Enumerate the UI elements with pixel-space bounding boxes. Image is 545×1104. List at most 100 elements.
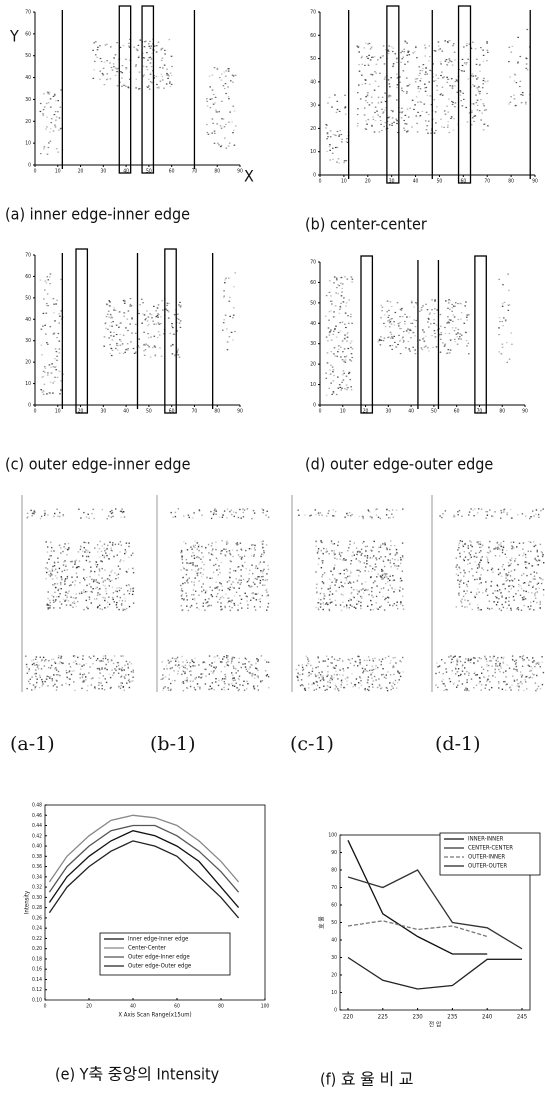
scan-dot xyxy=(333,677,334,678)
scan-dot xyxy=(333,331,335,332)
scan-dot xyxy=(476,572,477,573)
scan-dot xyxy=(338,349,340,350)
scan-dot xyxy=(58,589,59,590)
scan-dot xyxy=(94,688,95,689)
scan-dot xyxy=(65,592,66,593)
scan-dot xyxy=(341,682,342,683)
scan-dot xyxy=(110,335,112,336)
scan-dot xyxy=(358,682,359,683)
scan-dot xyxy=(116,68,118,69)
scan-dot xyxy=(388,117,390,118)
scan-dot xyxy=(530,574,531,575)
scan-dot xyxy=(520,81,522,82)
scan-dot xyxy=(469,511,470,512)
scan-dot xyxy=(111,355,113,356)
scan-dot xyxy=(511,52,513,53)
scan-dot xyxy=(249,570,250,571)
scan-dot xyxy=(347,315,349,316)
scan-dot xyxy=(323,677,324,678)
scan-dot xyxy=(360,608,361,609)
scan-dot xyxy=(369,660,370,661)
scan-dot xyxy=(515,558,516,559)
scan-dot xyxy=(537,551,538,552)
scan-dot xyxy=(203,583,204,584)
scan-dot xyxy=(238,544,239,545)
scan-dot xyxy=(339,322,341,323)
scan-dot xyxy=(384,93,386,94)
scan-dot xyxy=(487,50,489,51)
scan-dot xyxy=(223,319,225,320)
scan-dot xyxy=(221,586,222,587)
scan-dot xyxy=(148,43,150,44)
scan-dot xyxy=(351,592,352,593)
scan-dot xyxy=(320,540,321,541)
scan-dot xyxy=(206,101,208,102)
scan-dot xyxy=(203,574,204,575)
scan-dot xyxy=(415,326,417,327)
scan-dot xyxy=(434,330,436,331)
scan-dot xyxy=(185,665,186,666)
scan-dot xyxy=(474,579,475,580)
x-tick-label: 20 xyxy=(86,1004,92,1010)
scan-dot xyxy=(40,518,41,519)
scan-dot xyxy=(116,666,117,667)
scan-dot xyxy=(90,572,91,573)
scan-dot xyxy=(482,556,483,557)
scan-dot xyxy=(55,100,57,101)
scan-dot xyxy=(84,579,85,580)
scan-dot xyxy=(518,686,519,687)
x-tick-label: 220 xyxy=(343,1014,354,1021)
scan-dot xyxy=(533,541,534,542)
scan-dot xyxy=(168,690,169,691)
scan-dot xyxy=(160,81,162,82)
scan-dot xyxy=(536,663,537,664)
scan-dot xyxy=(61,576,62,577)
scan-dot xyxy=(326,337,328,338)
scan-dot xyxy=(158,331,160,332)
scan-dot xyxy=(231,662,232,663)
y-tick-label: 0 xyxy=(313,173,316,179)
scan-dot xyxy=(452,670,453,671)
scan-dot xyxy=(537,688,538,689)
scan-dot xyxy=(225,315,227,316)
scan-dot xyxy=(330,330,332,331)
scan-dot xyxy=(393,563,394,564)
scan-dot xyxy=(337,660,338,661)
scan-dot xyxy=(474,672,475,673)
scan-dot xyxy=(96,579,97,580)
scan-dot xyxy=(481,560,482,561)
scan-dot xyxy=(66,554,67,555)
scan-dot xyxy=(53,312,55,313)
scan-dot xyxy=(367,683,368,684)
scan-dot xyxy=(113,310,115,311)
scan-dot xyxy=(412,100,414,101)
scan-dot xyxy=(384,77,386,78)
scan-dot xyxy=(267,606,268,607)
scan-dot xyxy=(108,317,110,318)
scan-dot xyxy=(125,327,127,328)
scan-dot xyxy=(168,75,170,76)
scan-dot xyxy=(381,340,383,341)
scan-dot xyxy=(205,599,206,600)
scan-dot xyxy=(415,79,417,80)
scan-dot xyxy=(339,111,341,112)
scan-dot xyxy=(384,110,386,111)
scan-dot xyxy=(133,572,134,573)
scan-dot xyxy=(123,312,125,313)
scan-dot xyxy=(337,109,339,110)
y-tick-label: 60 xyxy=(25,31,31,37)
scan-dot xyxy=(67,549,68,550)
scan-dot xyxy=(163,677,164,678)
scan-dot xyxy=(40,657,41,658)
scan-dot xyxy=(331,550,332,551)
scan-dot xyxy=(510,689,511,690)
scan-dot xyxy=(456,574,457,575)
scan-dot xyxy=(513,542,514,543)
scan-dot xyxy=(532,510,533,511)
scan-dot xyxy=(398,323,400,324)
scan-dot xyxy=(500,518,501,519)
scan-dot xyxy=(486,589,487,590)
scan-dot xyxy=(102,609,103,610)
scan-dot xyxy=(379,73,381,74)
scan-panel: 0102030405060708090010203040506070 xyxy=(310,256,528,415)
